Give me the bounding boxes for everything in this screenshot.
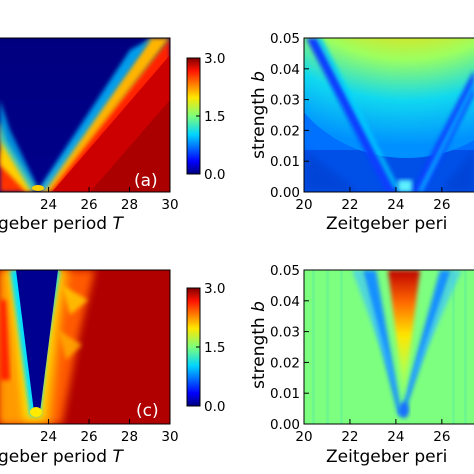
panel-c-x-tick-label: 28 [121, 429, 138, 445]
panel-b-y-tick-label: 0.01 [270, 154, 300, 170]
panel-d-x-axis-title: Zeitgeber peri [326, 447, 447, 467]
panel-c-x-axis-title-text: geber period [0, 447, 112, 467]
panel-a-x-axis-title: geber period T [0, 214, 124, 234]
panel-a-colorbar-tick-label: 3.0 [204, 51, 225, 67]
panel-a-x-tick-label: 28 [121, 197, 138, 213]
panel-b-y-tick-label: 0.00 [270, 185, 300, 201]
panel-c-frame [0, 269, 171, 425]
panel-c-x-axis-title: geber period T [0, 447, 124, 467]
panel-b-y-tick-label: 0.03 [270, 93, 300, 109]
panel-b-x-tick-label: 26 [433, 197, 450, 213]
panel-d-y-tick-label: 0.04 [270, 294, 300, 310]
panel-a-x-axis-title-text: geber period [0, 214, 112, 234]
panel-a-label: (a) [134, 171, 158, 191]
panel-b-x-tick-label: 22 [341, 197, 358, 213]
panel-d-y-axis-title-text: strength [249, 312, 269, 389]
panel-d-x-tick-label: 24 [387, 429, 404, 445]
panel-b-heatmap [304, 38, 474, 192]
panel-c-colorbar-tick-label: 0.0 [204, 399, 225, 415]
panel-d-y-axis-title: strength b [249, 301, 269, 389]
panel-d-y-tick-label: 0.03 [270, 325, 300, 341]
panel-b-y-axis-title-text: strength [249, 82, 269, 159]
panel-d-x-tick-label: 22 [341, 429, 358, 445]
panel-c-heatmap [0, 270, 170, 424]
panel-d-x-tick-label: 26 [433, 429, 450, 445]
panel-d-y-tick-label: 0.01 [270, 386, 300, 402]
panel-b-x-tick-label: 20 [295, 197, 312, 213]
panel-a-x-tick-label: 24 [40, 197, 57, 213]
panel-b-x-axis: 20 22 24 26 [295, 187, 450, 213]
panel-b-y-axis-title: strength b [249, 71, 269, 159]
panel-a-colorbar-tick-label: 0.0 [204, 167, 225, 183]
panel-b-x-axis-title: Zeitgeber peri [326, 214, 447, 234]
panel-c-x-tick-label: 24 [40, 429, 57, 445]
panel-c-colorbar-tick-label: 3.0 [204, 281, 225, 297]
panel-b-frame [303, 37, 474, 193]
panel-d-y-axis-title-var: b [249, 301, 269, 312]
panel-a-x-tick-label: 30 [161, 197, 178, 213]
panel-c-x-tick-label: 30 [161, 429, 178, 445]
panel-b-y-axis: 0.00 0.01 0.02 0.03 0.04 0.05 [270, 31, 309, 201]
panel-a-heatmap [0, 38, 170, 192]
panel-a-x-tick-label: 26 [80, 197, 97, 213]
panel-b-y-tick-label: 0.05 [270, 31, 300, 47]
panel-b-y-axis-title-var: b [249, 71, 269, 82]
panel-d-frame [303, 269, 474, 425]
panel-c-x-axis-title-var: T [112, 447, 124, 467]
panel-d-y-tick-label: 0.02 [270, 355, 300, 371]
panel-d-y-tick-label: 0.00 [270, 417, 300, 433]
panel-d-y-tick-label: 0.05 [270, 263, 300, 279]
panel-d-x-axis: 20 22 24 26 [295, 419, 450, 445]
panel-c-colorbar-ticks: 0.0 1.5 3.0 [196, 281, 225, 415]
panel-c-colorbar-tick-label: 1.5 [204, 340, 225, 356]
panel-b-y-tick-label: 0.02 [270, 123, 300, 139]
panel-c-x-tick-label: 26 [80, 429, 97, 445]
panel-a-colorbar-ticks: 0.0 1.5 3.0 [196, 51, 225, 183]
panel-d-y-axis: 0.00 0.01 0.02 0.03 0.04 0.05 [270, 263, 309, 433]
panel-c-label: (c) [136, 401, 159, 421]
panel-b-y-tick-label: 0.04 [270, 62, 300, 78]
panel-a-x-axis: 24 26 28 30 [40, 187, 179, 213]
panel-b-x-tick-label: 24 [387, 197, 404, 213]
panel-a-x-axis-title-var: T [112, 214, 124, 234]
panel-c-x-axis: 24 26 28 30 [40, 419, 179, 445]
panel-d-x-tick-label: 20 [295, 429, 312, 445]
panel-a-frame [0, 37, 171, 193]
panel-d-heatmap [304, 270, 474, 424]
panel-a-colorbar-tick-label: 1.5 [204, 109, 225, 125]
